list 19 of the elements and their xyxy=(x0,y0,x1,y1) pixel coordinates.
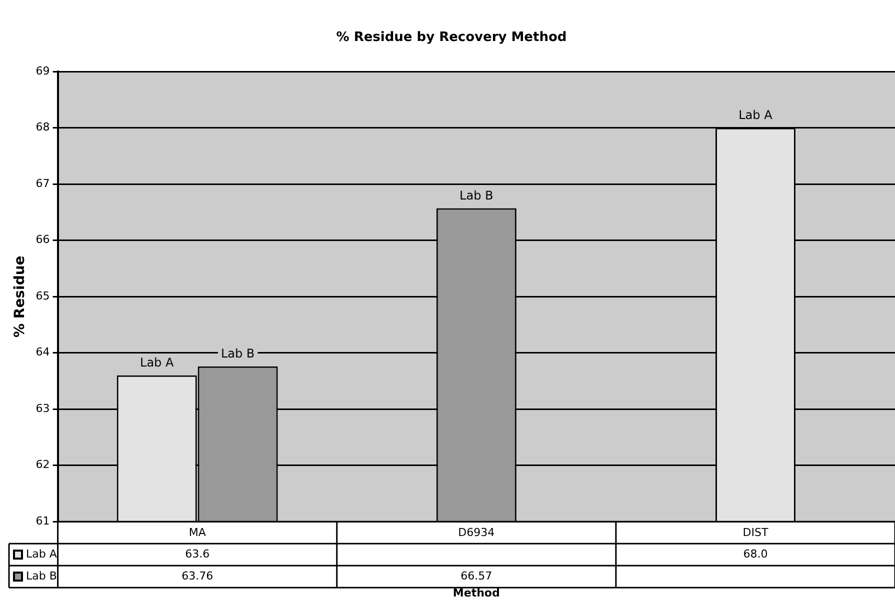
text: Lab B xyxy=(460,188,494,202)
x-tick-label: D6934 xyxy=(458,526,495,540)
text: Lab B xyxy=(220,346,255,360)
y-tick-label: 67 xyxy=(36,176,50,190)
y-tick-label: 68 xyxy=(36,120,50,134)
text: Lab A xyxy=(738,108,772,122)
chart-title: % Residue by Recovery Method xyxy=(336,30,567,46)
y-tick-label: 62 xyxy=(36,458,50,472)
text: Lab A xyxy=(140,355,174,370)
y-axis-title: % Residue xyxy=(12,256,28,338)
y-tick-label: 66 xyxy=(36,233,50,246)
x-axis-title: Method xyxy=(452,586,500,600)
y-tick-label: 61 xyxy=(36,514,50,528)
x-tick-label: MA xyxy=(188,526,206,540)
y-tick-label: 65 xyxy=(36,289,50,302)
y-tick-label: 63 xyxy=(36,402,50,415)
x-tick-label: DIST xyxy=(742,526,768,540)
y-tick-label: 69 xyxy=(36,64,50,78)
y-tick-label: 64 xyxy=(36,346,50,359)
